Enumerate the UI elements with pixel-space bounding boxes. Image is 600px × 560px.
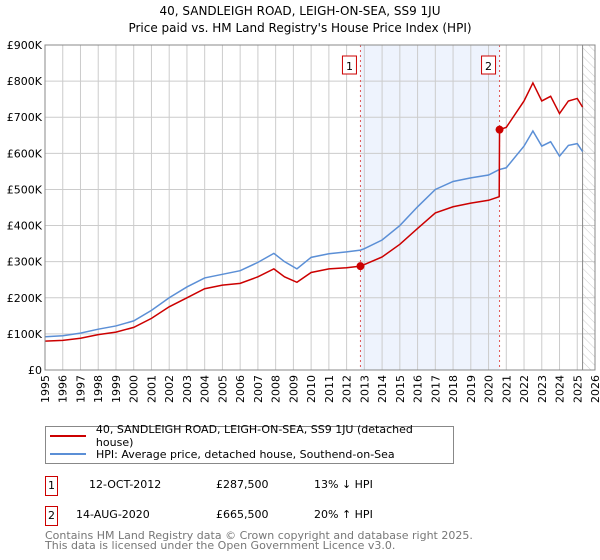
red-line-swatch bbox=[50, 435, 86, 437]
sale-point bbox=[495, 125, 504, 134]
x-tick-label: 1998 bbox=[92, 375, 105, 403]
x-tick-label: 2014 bbox=[376, 375, 389, 403]
y-tick-label: £400K bbox=[7, 220, 43, 233]
price-chart: 40, SANDLEIGH ROAD, LEIGH-ON-SEA, SS9 1J… bbox=[7, 4, 600, 403]
legend-label: HPI: Average price, detached house, Sout… bbox=[96, 447, 395, 461]
x-tick-label: 2018 bbox=[447, 375, 460, 403]
x-tick-label: 2016 bbox=[412, 375, 425, 403]
x-tick-label: 2015 bbox=[394, 375, 407, 403]
y-tick-label: £100K bbox=[7, 328, 43, 341]
x-tick-label: 2008 bbox=[270, 375, 283, 403]
sale-badge bbox=[341, 55, 357, 75]
y-tick-label: £800K bbox=[7, 75, 43, 88]
x-tick-label: 2020 bbox=[483, 375, 496, 403]
series-line bbox=[44, 81, 584, 342]
x-tick-label: 2025 bbox=[571, 375, 584, 403]
x-tick-label: 2012 bbox=[341, 375, 354, 403]
x-tick-label: 2005 bbox=[216, 375, 229, 403]
transaction-row: 1 12-OCT-2012 £287,500 13% ↓ HPI bbox=[45, 476, 445, 496]
ownership-shade bbox=[360, 45, 500, 370]
x-tick-label: 2021 bbox=[500, 375, 513, 403]
y-tick-label: £500K bbox=[7, 183, 43, 196]
plot-frame bbox=[44, 44, 596, 371]
x-tick-label: 2003 bbox=[181, 375, 194, 403]
x-tick-label: 1997 bbox=[74, 375, 87, 403]
legend: 40, SANDLEIGH ROAD, LEIGH-ON-SEA, SS9 1J… bbox=[45, 423, 454, 464]
hpi-diff: 13% ↓ HPI bbox=[314, 478, 373, 491]
x-tick-label: 2006 bbox=[234, 375, 247, 403]
x-tick-label: 2010 bbox=[305, 375, 318, 403]
x-tick-label: 2022 bbox=[518, 375, 531, 403]
y-tick-label: £300K bbox=[7, 256, 43, 269]
x-tick-label: 1999 bbox=[110, 375, 123, 403]
transaction-row: 2 14-AUG-2020 £665,500 20% ↑ HPI bbox=[45, 506, 445, 526]
x-tick-label: 2004 bbox=[199, 375, 212, 403]
footer-line: This data is licensed under the Open Gov… bbox=[45, 539, 396, 552]
x-tick-label: 1996 bbox=[57, 375, 70, 403]
marker-badge: 2 bbox=[45, 506, 58, 526]
sale-badge bbox=[481, 55, 497, 75]
date: 12-OCT-2012 bbox=[89, 478, 162, 491]
x-tick-label: 2026 bbox=[589, 375, 600, 403]
legend-item-hpi: HPI: Average price, detached house, Sout… bbox=[50, 446, 395, 462]
x-tick-label: 2019 bbox=[465, 375, 478, 403]
blue-line-swatch bbox=[50, 453, 86, 455]
x-tick-label: 2000 bbox=[128, 375, 141, 403]
y-tick-label: £0 bbox=[28, 364, 42, 377]
footer: Contains HM Land Registry data © Crown c… bbox=[45, 529, 473, 552]
y-tick-label: £600K bbox=[7, 147, 43, 160]
chart-subtitle: Price paid vs. HM Land Registry's House … bbox=[128, 21, 471, 35]
forecast-hatch bbox=[582, 45, 595, 370]
x-tick-label: 2002 bbox=[163, 375, 176, 403]
x-tick-label: 2009 bbox=[287, 375, 300, 403]
sale-point bbox=[356, 262, 365, 271]
legend-item-property: 40, SANDLEIGH ROAD, LEIGH-ON-SEA, SS9 1J… bbox=[50, 423, 453, 449]
footer-line: Contains HM Land Registry data © Crown c… bbox=[45, 529, 473, 542]
x-tick-label: 2007 bbox=[252, 375, 265, 403]
x-tick-label: 2001 bbox=[145, 375, 158, 403]
x-tick-label: 2023 bbox=[536, 375, 549, 403]
chart-title: 40, SANDLEIGH ROAD, LEIGH-ON-SEA, SS9 1J… bbox=[160, 4, 441, 18]
y-tick-label: £900K bbox=[7, 39, 43, 52]
x-tick-label: 2024 bbox=[554, 375, 567, 403]
sale-badge-label: 2 bbox=[485, 60, 492, 73]
x-tick-label: 2011 bbox=[323, 375, 336, 403]
y-tick-label: £200K bbox=[7, 292, 43, 305]
hpi-diff: 20% ↑ HPI bbox=[314, 508, 373, 521]
x-tick-label: 1995 bbox=[39, 375, 52, 403]
sale-badge-label: 1 bbox=[346, 60, 353, 73]
price: £665,500 bbox=[216, 508, 269, 521]
series-line bbox=[44, 129, 584, 338]
marker-badge: 1 bbox=[45, 476, 58, 496]
legend-label: 40, SANDLEIGH ROAD, LEIGH-ON-SEA, SS9 1J… bbox=[95, 423, 413, 449]
y-tick-label: £700K bbox=[7, 111, 43, 124]
price: £287,500 bbox=[216, 478, 269, 491]
x-tick-label: 2013 bbox=[358, 375, 371, 403]
date: 14-AUG-2020 bbox=[76, 508, 150, 521]
x-tick-label: 2017 bbox=[429, 375, 442, 403]
